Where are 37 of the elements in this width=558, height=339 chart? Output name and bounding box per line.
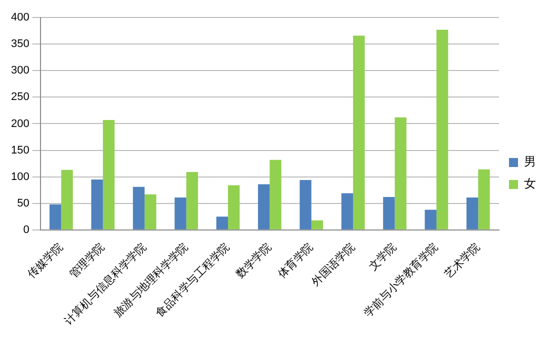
bar bbox=[466, 198, 478, 230]
bar bbox=[353, 36, 365, 230]
bar bbox=[311, 220, 324, 230]
bar bbox=[216, 216, 228, 230]
bar bbox=[424, 210, 436, 230]
bar bbox=[383, 196, 395, 230]
bar bbox=[270, 160, 282, 230]
y-tick-label: 150 bbox=[10, 144, 30, 156]
y-tick-label: 350 bbox=[10, 38, 30, 50]
bar bbox=[174, 198, 186, 230]
bar bbox=[102, 120, 115, 230]
x-tick-label: 艺术学院 bbox=[442, 240, 482, 281]
bar bbox=[61, 170, 73, 230]
x-tick-label: 数学学院 bbox=[234, 240, 274, 281]
y-tick-label: 200 bbox=[10, 118, 30, 130]
x-tick-label: 文学院 bbox=[366, 240, 399, 274]
bar bbox=[186, 172, 198, 230]
bar bbox=[50, 204, 62, 230]
y-tick-label: 100 bbox=[10, 170, 30, 183]
bar bbox=[436, 30, 448, 230]
bar bbox=[132, 186, 145, 230]
bar bbox=[394, 117, 406, 230]
bar bbox=[228, 185, 240, 230]
y-tick-label: 0 bbox=[23, 224, 30, 236]
y-tick-label: 400 bbox=[10, 12, 30, 24]
legend-label: 女 bbox=[524, 176, 536, 191]
x-tick-label: 传媒学院 bbox=[25, 240, 66, 281]
y-tick-label: 50 bbox=[17, 197, 30, 210]
bar bbox=[258, 184, 270, 230]
y-tick-label: 250 bbox=[10, 91, 30, 104]
bar bbox=[341, 193, 354, 230]
bar bbox=[91, 179, 103, 230]
y-tick-label: 300 bbox=[10, 64, 30, 77]
legend-label: 男 bbox=[524, 154, 536, 169]
bar bbox=[300, 180, 312, 230]
bar bbox=[144, 194, 156, 230]
bar bbox=[478, 169, 490, 230]
